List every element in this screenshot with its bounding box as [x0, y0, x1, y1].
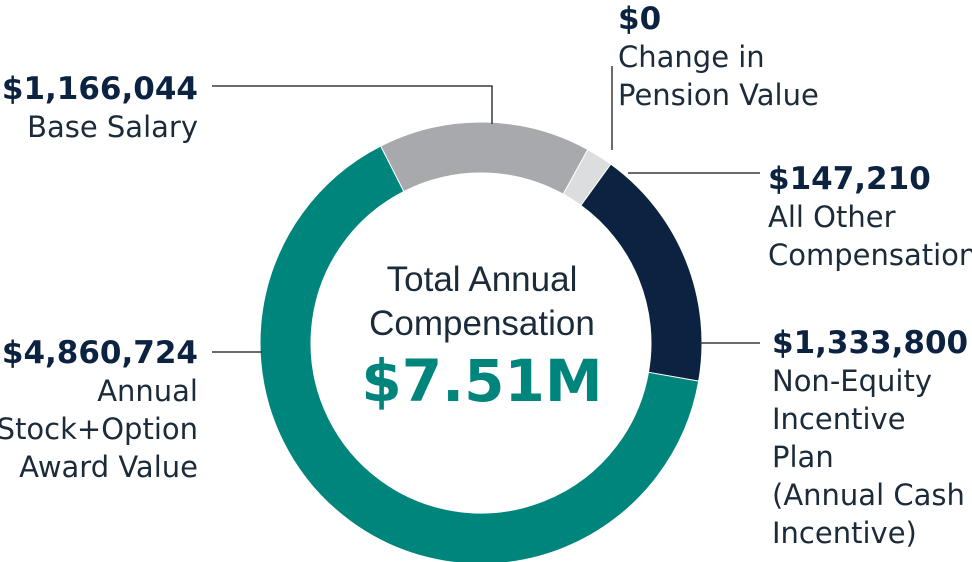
label-other-comp: $147,210 All Other Compensation [768, 160, 972, 274]
other-comp-name-line-2: Compensation [768, 238, 972, 272]
non-equity-value: $1,333,800 [772, 325, 969, 361]
label-non-equity: $1,333,800 Non-Equity Incentive Plan (An… [772, 324, 972, 552]
stock-option-name-line-2: Stock+Option [0, 412, 198, 446]
non-equity-name-line-2: Incentive Plan [772, 402, 906, 474]
other-comp-value: $147,210 [768, 161, 931, 197]
pension-name-line-2: Pension Value [618, 78, 819, 112]
pension-name-line-1: Change in [618, 40, 765, 74]
base-salary-value: $1,166,044 [1, 71, 198, 107]
non-equity-name-line-4: Incentive) [772, 516, 917, 550]
stock-option-value: $4,860,724 [1, 335, 198, 371]
non-equity-name-line-1: Non-Equity [772, 364, 932, 398]
base-salary-name: Base Salary [27, 110, 198, 144]
center-label: Total Annual Compensation $7.51M [332, 258, 632, 416]
center-label-line-2: Compensation [369, 304, 595, 343]
label-stock-option: $4,860,724 Annual Stock+Option Award Val… [0, 334, 198, 486]
label-pension: $0 Change in Pension Value [618, 0, 819, 114]
stock-option-name-line-1: Annual [97, 374, 198, 408]
leader-base-salary [212, 85, 493, 124]
slice-base-salary [379, 121, 589, 195]
stock-option-name-line-3: Award Value [19, 450, 198, 484]
leader-lines [212, 66, 760, 353]
slice-stock-option [259, 145, 700, 562]
label-base-salary: $1,166,044 Base Salary [2, 70, 198, 146]
center-value: $7.51M [361, 347, 603, 415]
other-comp-name-line-1: All Other [768, 200, 896, 234]
center-label-line-1: Total Annual [386, 260, 578, 299]
pension-value: $0 [618, 1, 662, 37]
donut-slices [259, 121, 703, 562]
non-equity-name-line-3: (Annual Cash [772, 478, 965, 512]
